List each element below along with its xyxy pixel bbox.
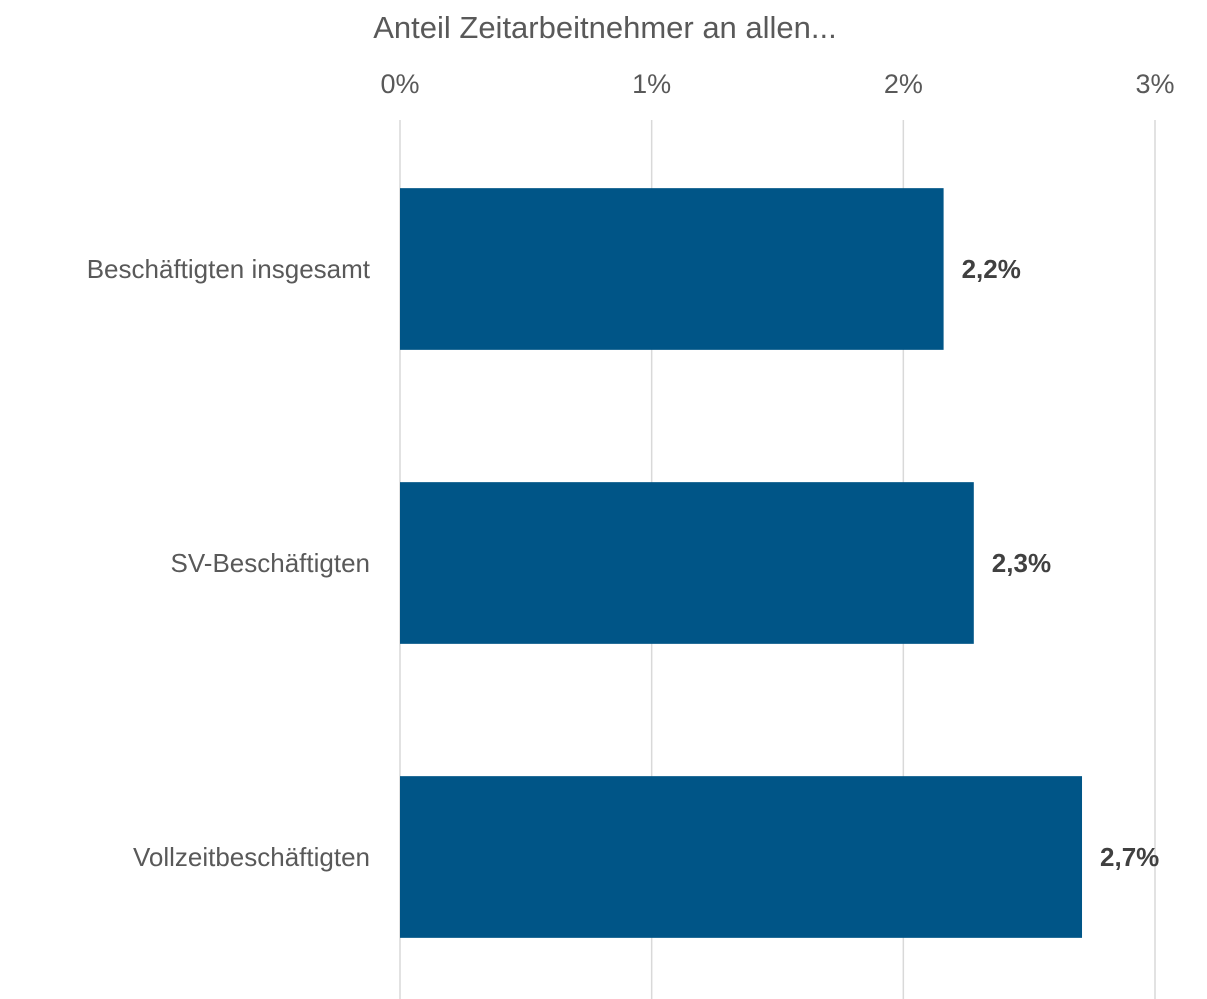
- y-tick-label: SV-Beschäftigten: [171, 548, 370, 578]
- chart-title: Anteil Zeitarbeitnehmer an allen...: [373, 10, 837, 45]
- x-tick-label: 3%: [1135, 69, 1174, 99]
- x-tick-label: 0%: [380, 69, 419, 99]
- bar: [400, 188, 944, 350]
- x-tick-label: 1%: [632, 69, 671, 99]
- y-tick-label: Vollzeitbeschäftigten: [133, 842, 370, 872]
- data-label: 2,3%: [992, 548, 1051, 578]
- bar: [400, 776, 1083, 938]
- data-label: 2,2%: [962, 254, 1021, 284]
- data-label: 2,7%: [1100, 842, 1159, 872]
- y-tick-label: Beschäftigten insgesamt: [87, 254, 371, 284]
- x-tick-label: 2%: [884, 69, 923, 99]
- bar: [400, 482, 974, 644]
